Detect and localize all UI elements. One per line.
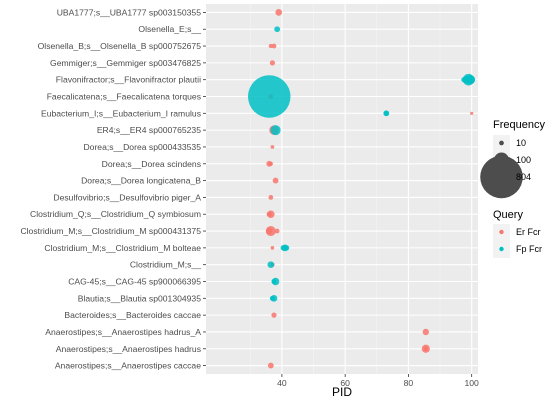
data-point xyxy=(247,75,291,118)
x-axis-label: PID xyxy=(332,385,352,399)
y-tick-label: Gemmiger;s__Gemmiger sp003476825 xyxy=(50,58,201,68)
y-tick-label: CAG-45;s__CAG-45 sp900066395 xyxy=(68,277,201,287)
legend-color-label: Er Fcr xyxy=(516,227,541,237)
legend-color-dot xyxy=(499,229,504,235)
query-legend-title: Query xyxy=(493,209,523,221)
legend-color-label: Fp Fcr xyxy=(516,244,542,254)
y-tick-label: Dorea;s__Dorea scindens xyxy=(102,159,201,169)
data-point xyxy=(271,312,277,318)
y-tick-label: Dorea;s__Dorea sp000433535 xyxy=(83,142,201,152)
y-axis: UBA1777;s__UBA1777 sp003150355 Olsenella_… xyxy=(20,7,206,371)
data-point xyxy=(383,110,389,116)
legend-size-label: 804 xyxy=(516,172,531,182)
data-point xyxy=(266,211,272,217)
data-points xyxy=(247,9,476,369)
y-tick-label: UBA1777;s__UBA1777 sp003150355 xyxy=(57,7,202,17)
y-tick-label: Anaerostipes;s__Anaerostipes caccae xyxy=(55,361,201,371)
legend-size-dot xyxy=(480,155,523,199)
data-point xyxy=(271,278,277,285)
legend-size-label: 100 xyxy=(516,155,531,165)
data-point xyxy=(267,261,275,269)
data-point xyxy=(270,125,281,136)
x-tick-label: 40 xyxy=(277,378,287,388)
data-point xyxy=(423,346,429,352)
y-tick-label: Olsenella_E;s__ xyxy=(138,24,201,34)
x-tick-label: 100 xyxy=(465,378,480,388)
data-point xyxy=(269,295,276,301)
data-point xyxy=(268,161,273,166)
x-tick-label: 60 xyxy=(340,378,350,388)
y-tick-label: Flavonifractor;s__Flavonifractor plautii xyxy=(56,75,201,85)
y-tick-label: Desulfovibrio;s__Desulfovibrio piger_A xyxy=(53,192,201,202)
data-point xyxy=(272,177,279,184)
data-point xyxy=(274,228,280,234)
y-tick-label: Blautia;s__Blautia sp001304935 xyxy=(78,293,201,303)
data-point xyxy=(461,77,467,83)
y-tick-label: Eubacterium_I;s__Eubacterium_I ramulus xyxy=(41,108,201,118)
y-tick-label: Clostridium_Q;s__Clostridium_Q symbiosum xyxy=(30,209,201,219)
data-point xyxy=(269,60,276,66)
data-point xyxy=(267,362,274,369)
y-tick-label: ER4;s__ER4 sp000765235 xyxy=(97,125,201,135)
frequency-legend-title: Frequency xyxy=(493,119,545,131)
data-point xyxy=(466,75,476,84)
y-tick-label: Clostridium_M;s__ xyxy=(130,260,201,270)
query-legend: Query Er Fcr Fp Fcr xyxy=(493,209,542,258)
plot-panel xyxy=(206,4,478,374)
grid-lines xyxy=(206,4,478,374)
frequency-legend: Frequency 10 100 804 xyxy=(480,119,545,199)
y-tick-label: Clostridium_M;s__Clostridium_M sp0004313… xyxy=(20,226,201,236)
data-point xyxy=(470,111,474,115)
x-tick-label: 80 xyxy=(404,378,414,388)
data-point xyxy=(268,195,274,200)
data-point xyxy=(268,43,273,49)
legend-size-label: 10 xyxy=(516,138,526,148)
y-tick-label: Anaerostipes;s__Anaerostipes hadrus xyxy=(56,344,201,354)
data-point xyxy=(284,245,290,251)
legend-size-dot xyxy=(499,140,504,146)
data-point xyxy=(270,246,275,250)
y-tick-label: Faecalicatena;s__Faecalicatena torques xyxy=(47,92,201,102)
data-point xyxy=(275,9,283,16)
data-point xyxy=(271,43,277,49)
y-tick-label: Bacteroides;s__Bacteroides caccae xyxy=(64,310,201,320)
data-point xyxy=(270,145,275,149)
y-tick-label: Anaerostipes;s__Anaerostipes hadrus_A xyxy=(45,327,201,337)
data-point xyxy=(274,26,281,33)
legend-color-dot xyxy=(499,246,504,252)
data-point xyxy=(422,328,429,336)
y-tick-label: Olsenella_B;s__Olsenella_B sp000752675 xyxy=(38,41,202,51)
data-point xyxy=(265,227,273,235)
y-tick-label: Dorea;s__Dorea longicatena_B xyxy=(81,176,201,186)
x-axis: 40 60 80 100 xyxy=(277,374,479,388)
y-tick-label: Clostridium_M;s__Clostridium_M bolteae xyxy=(44,243,201,253)
